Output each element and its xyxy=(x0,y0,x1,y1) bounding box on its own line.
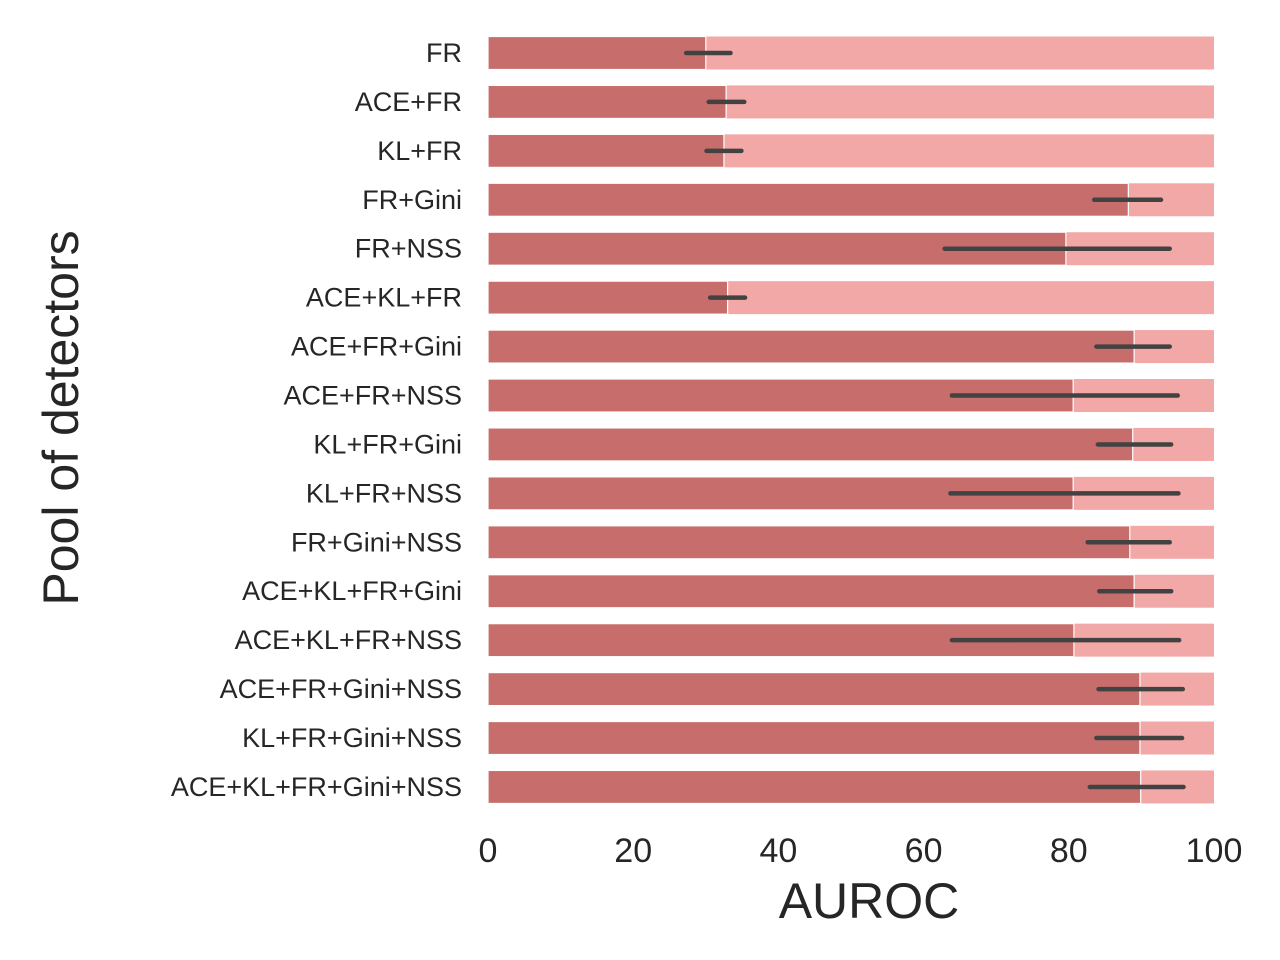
error-bars xyxy=(683,50,1186,790)
x-tick-label: 40 xyxy=(759,832,797,870)
value-bar xyxy=(487,182,1129,217)
x-tick-label: 0 xyxy=(479,832,498,870)
x-axis-title: AUROC xyxy=(779,873,960,929)
y-tick-label: FR+Gini+NSS xyxy=(291,527,462,557)
value-bar xyxy=(487,427,1134,462)
y-tick-label: KL+FR+Gini xyxy=(313,429,462,459)
y-tick-label: KL+FR+NSS xyxy=(306,478,462,508)
y-tick-label: ACE+FR xyxy=(355,87,462,117)
value-bar xyxy=(487,769,1142,805)
y-tick-label: ACE+FR+NSS xyxy=(283,381,462,411)
y-tick-label: FR+NSS xyxy=(355,234,462,264)
y-tick-label: FR xyxy=(426,38,462,68)
y-tick-label: KL+FR+Gini+NSS xyxy=(242,723,462,753)
x-tick-label: 100 xyxy=(1186,832,1243,870)
y-tick-label: KL+FR xyxy=(377,136,462,166)
value-bars xyxy=(487,35,1142,805)
y-tick-label: ACE+FR+Gini xyxy=(291,332,462,362)
x-tick-label: 80 xyxy=(1050,832,1088,870)
value-bar xyxy=(487,35,707,71)
x-tick-labels: 0 20 40 60 80 100 xyxy=(479,832,1243,870)
y-tick-label: ACE+KL+FR xyxy=(306,283,462,313)
y-tick-label: ACE+KL+FR+Gini+NSS xyxy=(171,772,462,802)
value-bar xyxy=(487,329,1135,364)
value-bar xyxy=(487,133,725,168)
value-bar xyxy=(487,84,727,120)
y-axis-title: Pool of detectors xyxy=(33,230,89,605)
value-bar xyxy=(487,525,1131,560)
x-tick-label: 20 xyxy=(614,832,652,870)
value-bar xyxy=(487,280,729,315)
y-tick-label: FR+Gini xyxy=(362,185,462,215)
value-bar xyxy=(487,574,1135,609)
y-tick-label: ACE+FR+Gini+NSS xyxy=(220,674,462,704)
y-tick-label: ACE+KL+FR+Gini xyxy=(242,576,462,606)
y-tick-label: ACE+KL+FR+NSS xyxy=(235,625,462,655)
value-bar xyxy=(487,720,1141,756)
y-tick-labels: FR ACE+FR KL+FR FR+Gini FR+NSS ACE+KL+FR ACE+F… xyxy=(171,38,462,802)
value-bar xyxy=(487,671,1141,707)
x-tick-label: 60 xyxy=(905,832,943,870)
